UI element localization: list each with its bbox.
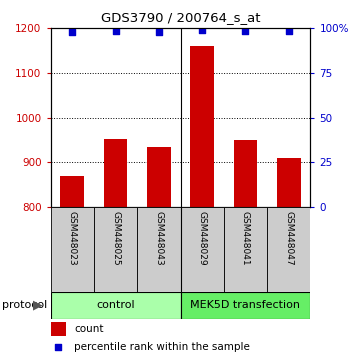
Text: MEK5D transfection: MEK5D transfection	[191, 300, 300, 310]
Bar	[94, 207, 137, 292]
Bar	[51, 207, 94, 292]
Bar	[180, 292, 310, 319]
Bar	[137, 207, 180, 292]
Bar	[267, 207, 310, 292]
Point	[243, 28, 248, 34]
Text: control: control	[96, 300, 135, 310]
Point	[156, 29, 162, 35]
Point	[69, 29, 75, 35]
Bar	[147, 147, 171, 207]
Point	[286, 28, 292, 34]
Text: GSM448023: GSM448023	[68, 211, 77, 266]
Text: GDS3790 / 200764_s_at: GDS3790 / 200764_s_at	[101, 11, 260, 24]
Bar	[104, 139, 127, 207]
Text: percentile rank within the sample: percentile rank within the sample	[74, 342, 250, 352]
Bar	[60, 176, 84, 207]
Text: GSM448043: GSM448043	[155, 211, 163, 266]
Text: GSM448025: GSM448025	[111, 211, 120, 266]
Point	[56, 344, 61, 350]
Text: protocol: protocol	[2, 300, 47, 310]
Point	[199, 27, 205, 33]
Bar	[51, 292, 180, 319]
Bar	[277, 158, 301, 207]
Text: GSM448047: GSM448047	[284, 211, 293, 266]
Text: count: count	[74, 324, 104, 333]
Point	[113, 28, 118, 34]
Text: GSM448041: GSM448041	[241, 211, 250, 266]
Bar	[224, 207, 267, 292]
Bar	[190, 46, 214, 207]
Bar	[180, 207, 224, 292]
Bar	[51, 322, 66, 336]
Text: GSM448029: GSM448029	[198, 211, 206, 266]
Bar	[234, 140, 257, 207]
Text: ▶: ▶	[33, 299, 43, 312]
